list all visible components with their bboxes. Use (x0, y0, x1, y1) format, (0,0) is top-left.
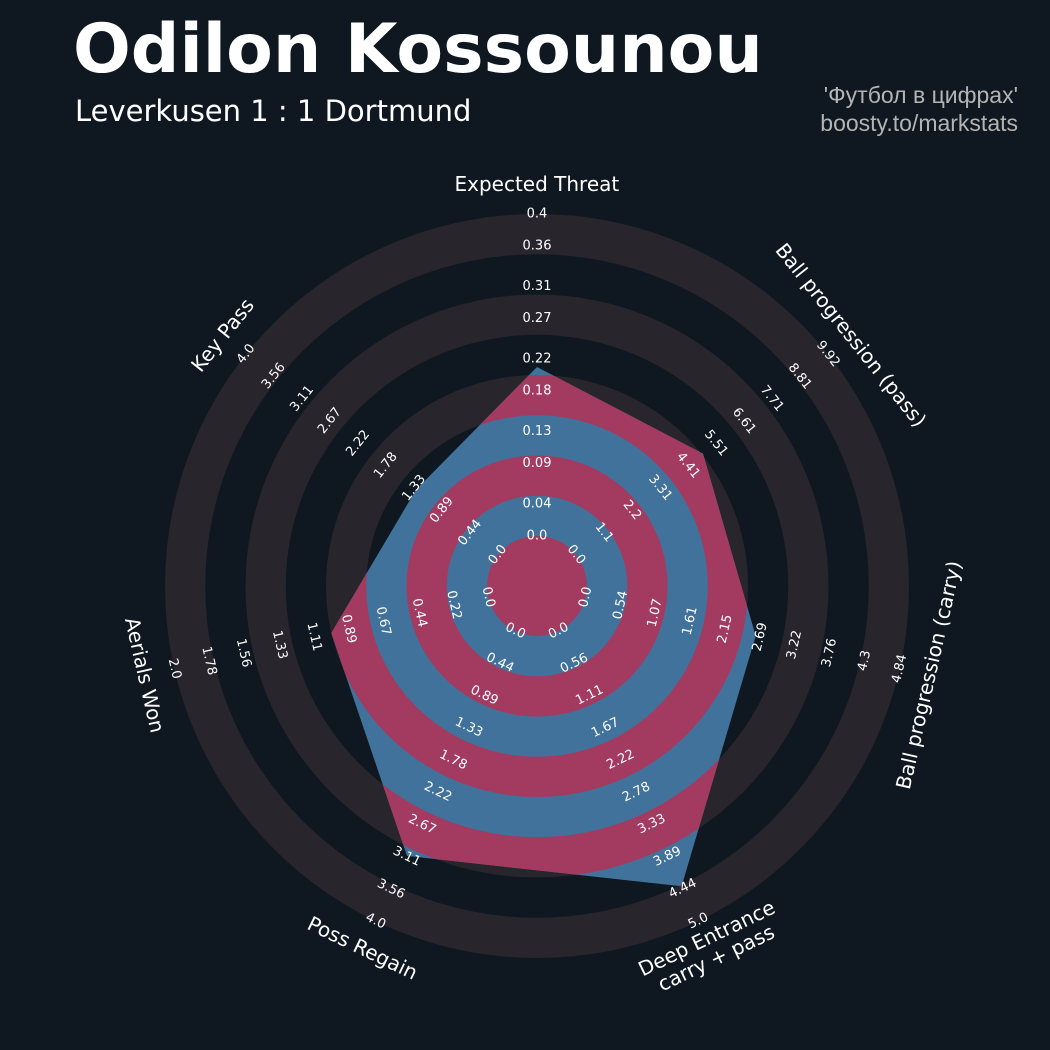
tick-label: 0.13 (523, 424, 552, 439)
tick-label: 0.54 (610, 589, 631, 621)
tick-label: 0.44 (409, 597, 430, 629)
ring (406, 455, 668, 717)
tick-label: 2.15 (715, 613, 736, 645)
tick-label: 0.09 (523, 456, 552, 471)
tick-label: 0.36 (523, 239, 552, 254)
tick-label: 0.89 (338, 613, 359, 645)
tick-label: 0.31 (523, 279, 552, 294)
tick-label: 0.22 (443, 589, 464, 621)
tick-label: 0.18 (523, 384, 552, 399)
credit: 'Футбол в цифрах' (823, 82, 1018, 108)
tick-label: 3.76 (819, 637, 840, 669)
tick-label: 1.11 (303, 621, 324, 653)
tick-label: 0.04 (523, 496, 552, 511)
tick-label: 1.33 (269, 629, 290, 661)
tick-label: 2.69 (750, 621, 771, 653)
center-circle (487, 536, 587, 636)
tick-label: 4.84 (889, 653, 910, 685)
tick-label: 1.56 (233, 637, 254, 669)
tick-label: 3.22 (784, 629, 805, 661)
tick-label: 1.78 (198, 645, 219, 677)
tick-label: 0.0 (479, 585, 498, 609)
axis-label: Expected Threat (454, 172, 620, 196)
tick-label: 1.61 (680, 605, 701, 637)
tick-label: 0.0 (576, 585, 595, 609)
tick-label: 0.22 (523, 351, 552, 366)
highlight-rings (331, 367, 756, 887)
tick-label: 2.0 (165, 657, 184, 681)
chart-title: Odilon Kossounou (73, 10, 763, 89)
tick-label: 0.27 (523, 311, 552, 326)
tick-label: 1.07 (645, 597, 666, 629)
credit: boosty.to/markstats (820, 110, 1018, 136)
chart-subtitle: Leverkusen 1 : 1 Dortmund (75, 94, 472, 128)
tick-label: 0.67 (373, 605, 394, 637)
tick-label: 0.0 (527, 529, 548, 544)
tick-label: 0.4 (527, 207, 548, 222)
tick-label: 4.3 (855, 649, 874, 673)
